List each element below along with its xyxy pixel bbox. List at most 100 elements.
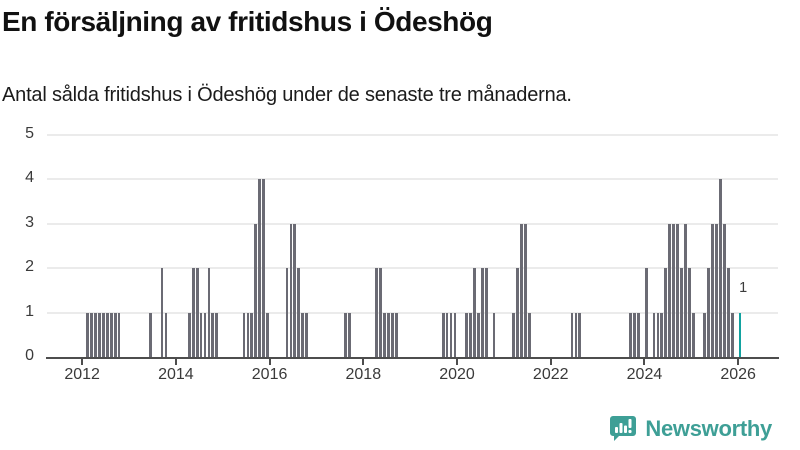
bar-2017-09 bbox=[348, 312, 351, 357]
x-tick-label-2016: 2016 bbox=[251, 366, 288, 383]
bar-2015-07 bbox=[246, 312, 250, 357]
bar-2014-11 bbox=[215, 312, 219, 357]
y-tick-label-4: 4 bbox=[25, 169, 34, 187]
bar-2024-05 bbox=[660, 312, 664, 357]
bar-2024-04 bbox=[656, 312, 660, 357]
bar-2025-10 bbox=[726, 268, 730, 357]
gridline-4 bbox=[47, 178, 778, 181]
bar-2020-05 bbox=[473, 268, 476, 357]
bar-2023-09 bbox=[629, 312, 633, 357]
bar-2022-06 bbox=[570, 312, 574, 357]
bar-2020-10 bbox=[492, 312, 496, 357]
bar-2020-04 bbox=[469, 312, 472, 357]
bar-2018-06 bbox=[383, 312, 387, 357]
bar-2012-03 bbox=[90, 312, 94, 357]
bar-2014-07 bbox=[199, 312, 203, 357]
bar-2014-04 bbox=[187, 312, 191, 357]
bar-2024-01 bbox=[644, 268, 648, 357]
bar-2016-09 bbox=[301, 312, 305, 357]
bar-2024-09 bbox=[676, 223, 679, 357]
bar-2014-10 bbox=[211, 312, 215, 357]
bar-2025-04 bbox=[703, 312, 707, 357]
bar-2024-11 bbox=[683, 223, 687, 357]
bar-2019-11 bbox=[449, 312, 453, 357]
bar-2020-06 bbox=[476, 312, 480, 357]
gridline-2 bbox=[47, 267, 778, 270]
bar-2023-11 bbox=[637, 312, 640, 357]
y-tick-label-5: 5 bbox=[25, 125, 34, 142]
bar-2024-08 bbox=[672, 223, 675, 357]
bar-2014-09 bbox=[207, 268, 211, 357]
bar-2025-11 bbox=[730, 312, 734, 357]
x-tick-label-2018: 2018 bbox=[345, 366, 382, 383]
bar-2023-10 bbox=[633, 312, 636, 357]
bar-2020-07 bbox=[480, 268, 484, 357]
bar-2016-06 bbox=[289, 223, 293, 357]
bar-2024-07 bbox=[668, 223, 672, 357]
x-tick-label-2012: 2012 bbox=[64, 366, 100, 383]
bar-2024-06 bbox=[664, 268, 668, 357]
bar-2016-07 bbox=[293, 223, 297, 357]
chart-subtitle: Antal sålda fritidshus i Ödeshög under d… bbox=[2, 84, 572, 106]
x-tick-label-2014: 2014 bbox=[158, 366, 194, 383]
bar-current-2026-01 bbox=[738, 312, 742, 357]
bar-2019-10 bbox=[445, 312, 449, 357]
x-tick-mark-2012 bbox=[81, 359, 84, 365]
bar-2018-07 bbox=[387, 312, 390, 357]
bar-2016-08 bbox=[297, 268, 301, 357]
bar-2019-12 bbox=[453, 312, 457, 357]
y-tick-label-3: 3 bbox=[25, 213, 34, 231]
plot-area bbox=[47, 134, 778, 357]
bar-2016-05 bbox=[285, 268, 289, 357]
bar-2012-06 bbox=[102, 312, 105, 357]
bar-2025-07 bbox=[715, 223, 718, 357]
y-tick-label-2: 2 bbox=[25, 258, 34, 276]
bar-2021-07 bbox=[527, 312, 531, 357]
bar-2021-03 bbox=[512, 312, 515, 357]
bar-2025-05 bbox=[707, 268, 711, 357]
bar-2018-08 bbox=[391, 312, 394, 357]
bar-2021-06 bbox=[523, 223, 527, 357]
bar-2012-10 bbox=[117, 312, 121, 357]
bar-2022-07 bbox=[574, 312, 578, 357]
newsworthy-logo-text: Newsworthy bbox=[645, 415, 772, 441]
bar-2015-12 bbox=[266, 312, 269, 357]
bar-2014-08 bbox=[203, 312, 207, 357]
x-tick-mark-2026 bbox=[737, 359, 740, 365]
bar-2018-04 bbox=[375, 268, 379, 357]
bar-2014-05 bbox=[191, 268, 195, 357]
bar-2018-09 bbox=[394, 312, 398, 357]
newsworthy-logo-icon bbox=[610, 416, 637, 441]
bar-2015-11 bbox=[262, 179, 265, 357]
bar-2015-09 bbox=[254, 223, 258, 357]
gridline-3 bbox=[47, 222, 778, 225]
x-tick-label-2022: 2022 bbox=[532, 366, 569, 383]
bar-2013-10 bbox=[164, 312, 168, 357]
bar-2012-05 bbox=[98, 312, 101, 357]
x-tick-mark-2020 bbox=[456, 359, 459, 365]
bar-2017-08 bbox=[344, 312, 347, 357]
bar-2020-03 bbox=[465, 312, 469, 357]
x-tick-label-2020: 2020 bbox=[439, 366, 475, 383]
x-tick-label-2026: 2026 bbox=[720, 366, 756, 383]
bar-2016-10 bbox=[305, 312, 308, 357]
bar-2024-12 bbox=[687, 268, 691, 357]
bar-2019-09 bbox=[441, 312, 445, 357]
chart-title: En försäljning av fritidshus i Ödeshög bbox=[2, 6, 493, 37]
x-tick-mark-2014 bbox=[174, 359, 177, 365]
bar-2012-08 bbox=[109, 312, 113, 357]
bar-2025-01 bbox=[691, 312, 695, 357]
x-tick-label-2024: 2024 bbox=[626, 366, 663, 383]
bar-2021-04 bbox=[515, 268, 519, 357]
bar-2018-05 bbox=[379, 268, 383, 357]
current-value-label: 1 bbox=[739, 280, 748, 296]
bar-2015-08 bbox=[250, 312, 254, 357]
gridline-1 bbox=[47, 311, 778, 314]
x-tick-mark-2024 bbox=[643, 359, 646, 365]
bar-2013-06 bbox=[148, 312, 152, 357]
bar-2025-06 bbox=[711, 223, 715, 357]
bar-2020-08 bbox=[484, 268, 488, 357]
y-tick-label-1: 1 bbox=[25, 302, 34, 320]
newsworthy-logo[interactable]: Newsworthy bbox=[609, 415, 772, 442]
